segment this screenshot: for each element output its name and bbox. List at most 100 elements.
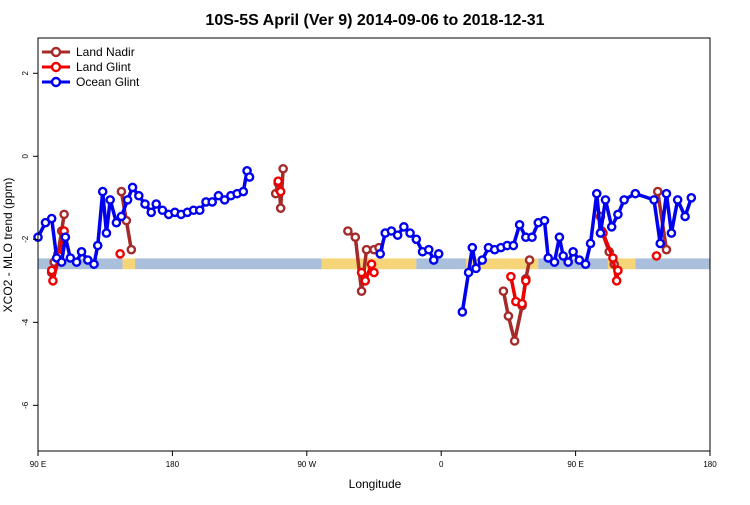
- series-2-point-2-29: [619, 195, 629, 205]
- series-1-point-3-2: [366, 259, 377, 270]
- series-2-point-0-2: [46, 213, 57, 224]
- series-0-point-4-1: [503, 311, 514, 321]
- series-2-point-2-1: [463, 267, 474, 278]
- y-tick-label-1: 0: [21, 154, 30, 159]
- series-2-point-2-22: [580, 259, 591, 270]
- series-2-point-0-14: [105, 195, 115, 205]
- series-0-point-3-2: [356, 286, 367, 296]
- series-2-point-2-31: [649, 195, 659, 205]
- series-0-point-6-1: [661, 244, 672, 255]
- series-1-point-3-0: [356, 267, 367, 278]
- band-segment-4: [416, 258, 467, 270]
- series-2-point-0-36: [238, 186, 249, 197]
- series-1-point-5-1: [608, 253, 618, 263]
- series-1-point-3-3: [369, 267, 379, 278]
- series-2-point-2-18: [558, 251, 568, 261]
- legend-label-2: Ocean Glint: [76, 75, 140, 89]
- series-2-point-0-23: [157, 205, 168, 216]
- series-2-point-2-16: [549, 257, 560, 267]
- series-0-point-4-2: [509, 336, 520, 346]
- series-2-point-1-4: [399, 222, 409, 232]
- series-1-point-5-2: [611, 276, 622, 286]
- series-2-point-2-14: [539, 215, 550, 226]
- series-2-point-0-7: [71, 257, 82, 267]
- x-tick-label-4: 90 E: [567, 460, 583, 469]
- series-0-point-4-5: [524, 255, 535, 265]
- series-2: [33, 166, 697, 317]
- legend-label-1: Land Glint: [76, 60, 131, 74]
- x-axis-label: Longitude: [349, 477, 402, 491]
- series-2-point-0-4: [56, 257, 67, 267]
- series-2-point-0-1: [40, 217, 51, 228]
- series-2-point-0-19: [133, 190, 144, 201]
- series-0-point-1-2: [126, 244, 137, 255]
- series-1-point-4-3: [521, 276, 531, 286]
- legend-swatch-marker-1: [50, 61, 62, 73]
- x-tick-label-3: 0: [439, 460, 444, 469]
- series-1-point-2-1: [275, 186, 286, 197]
- y-tick-label-3: -4: [21, 318, 30, 326]
- series-layer: [33, 163, 697, 346]
- series-2-point-2-26: [600, 195, 611, 205]
- series-2-point-0-32: [213, 190, 224, 201]
- series-2-point-2-28: [613, 209, 623, 220]
- series-2-point-0-11: [92, 240, 103, 251]
- series-2-point-2-33: [661, 188, 672, 199]
- series-2-point-0-9: [82, 255, 93, 265]
- y-axis: 2 0 -2 -4 -6: [21, 71, 38, 409]
- x-tick-label-0: 90 E: [30, 460, 46, 469]
- series-1-point-4-0: [506, 271, 516, 282]
- series-1-point-2-0: [273, 176, 283, 187]
- series-1-line-0: [49, 230, 66, 283]
- series-2-point-0-18: [127, 182, 138, 193]
- series-2-point-0-17: [122, 195, 133, 205]
- series-2-point-0-20: [140, 199, 150, 209]
- series-2-point-1-2: [386, 226, 397, 236]
- series-1-point-6-0: [651, 251, 662, 261]
- series-2-point-2-25: [595, 228, 606, 238]
- y-tick-label-4: -6: [21, 401, 30, 409]
- x-axis: 90 E 180 90 W 0 90 E 180: [30, 451, 717, 469]
- band-segment-1: [122, 258, 136, 270]
- series-2-point-1-10: [433, 249, 444, 259]
- series-0-point-3-1: [350, 232, 361, 243]
- series-2-point-0-13: [101, 228, 112, 238]
- series-2-point-2-24: [591, 188, 602, 199]
- series-0-point-3-0: [343, 226, 353, 236]
- band-segment-7: [607, 258, 636, 270]
- series-2-point-0-22: [151, 199, 162, 209]
- series-0-point-1-0: [116, 186, 127, 197]
- series-2-point-2-21: [574, 255, 585, 265]
- series-2-point-2-0: [457, 307, 468, 317]
- chart-title: 10S-5S April (Ver 9) 2014-09-06 to 2018-…: [205, 12, 544, 29]
- x-tick-label-5: 180: [703, 460, 717, 469]
- band-segment-6: [538, 258, 608, 270]
- series-2-point-0-16: [116, 211, 127, 222]
- series-2-point-2-17: [554, 232, 565, 243]
- x-tick-label-2: 90 W: [297, 460, 316, 469]
- y-tick-label-0: 2: [21, 71, 30, 76]
- plot-frame: [37, 37, 711, 452]
- series-2-point-0-5: [60, 232, 71, 243]
- series-1-point-1-0: [115, 249, 125, 259]
- series-2-point-0-12: [97, 186, 108, 197]
- series-2-point-2-15: [543, 253, 554, 263]
- band-segment-2: [135, 258, 322, 270]
- series-2-point-2-30: [630, 188, 641, 199]
- series-2-point-2-3: [471, 263, 481, 274]
- series-2-point-2-12: [527, 232, 537, 243]
- series-2-point-2-23: [585, 238, 596, 249]
- series-2-point-2-35: [672, 195, 683, 205]
- legend-item-2: Ocean Glint: [42, 75, 140, 89]
- series-2-point-1-6: [411, 234, 422, 245]
- series-1-point-0-2: [48, 276, 58, 286]
- series-0-point-0-0: [59, 209, 69, 220]
- series-1-point-4-2: [517, 298, 527, 309]
- series-2-point-0-29: [194, 205, 205, 216]
- series-2-point-2-34: [666, 228, 677, 238]
- series-2-point-2-37: [686, 193, 697, 203]
- series-1: [46, 176, 662, 309]
